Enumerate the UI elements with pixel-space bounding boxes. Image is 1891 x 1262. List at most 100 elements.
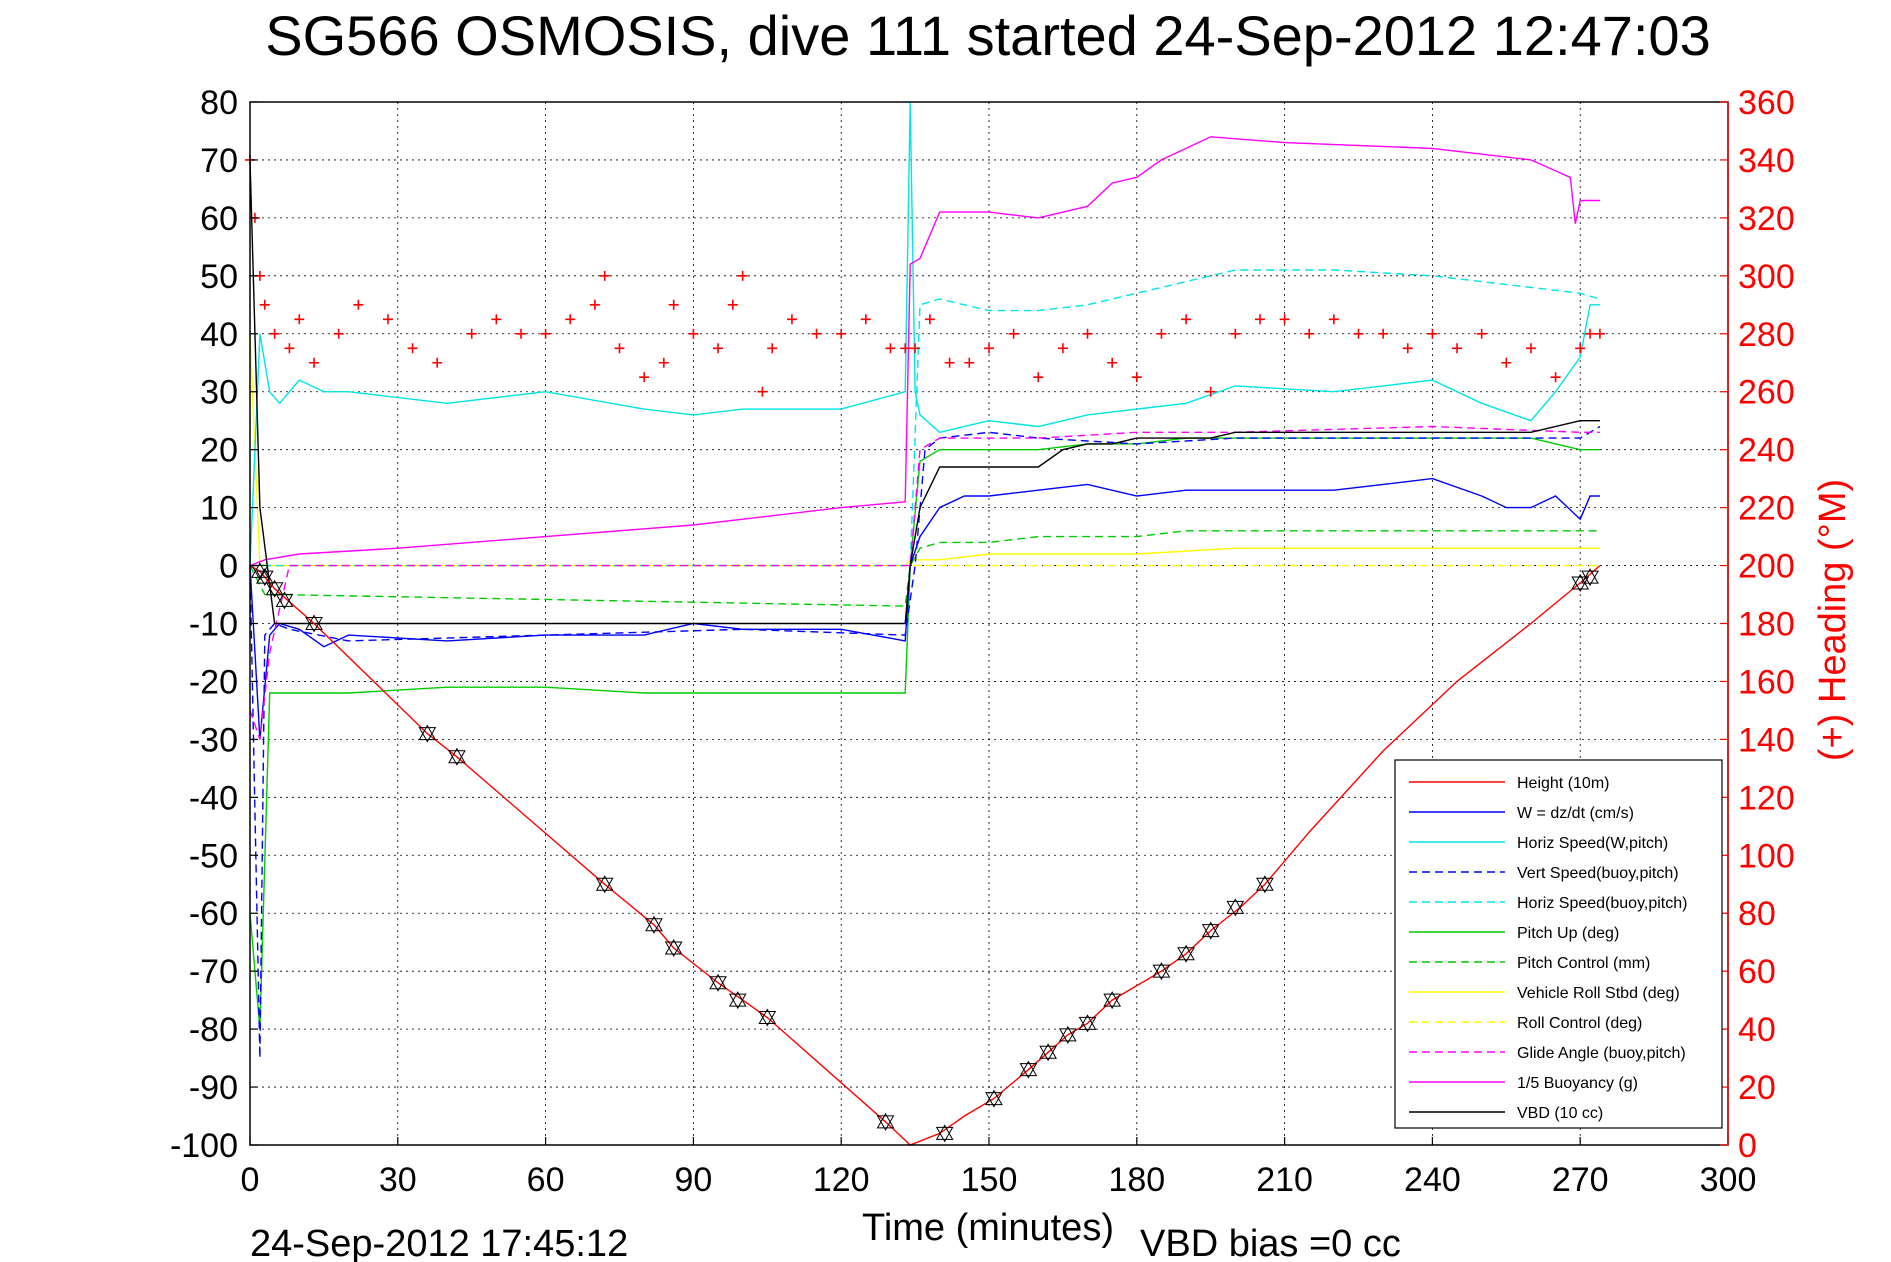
heading-point (382, 314, 393, 325)
x-axis-label: Time (minutes) (862, 1207, 1114, 1249)
turn-marker (876, 1112, 895, 1131)
x-tick-label: 0 (241, 1161, 260, 1199)
heading-point (269, 328, 280, 339)
heading-point (1033, 372, 1044, 383)
heading-point (1476, 328, 1487, 339)
turn-marker (1058, 1025, 1077, 1044)
turn-marker (1201, 921, 1220, 940)
heading-point (614, 343, 625, 354)
legend-label: Vehicle Roll Stbd (deg) (1517, 985, 1680, 1002)
heading-markers (245, 154, 1605, 397)
heading-point (259, 299, 270, 310)
heading-point (713, 343, 724, 354)
right-tick-label: 180 (1738, 606, 1795, 644)
x-tick-label: 270 (1552, 1161, 1609, 1199)
heading-point (1525, 343, 1536, 354)
heading-point (727, 299, 738, 310)
right-tick-label: 320 (1738, 200, 1795, 238)
legend-label: VBD (10 cc) (1517, 1105, 1603, 1122)
series-line-horiz-speed (249, 101, 1600, 566)
heading-point (885, 343, 896, 354)
y-tick-label: 10 (200, 490, 238, 528)
footer-timestamp: 24-Sep-2012 17:45:12 (250, 1223, 628, 1262)
plot-area (245, 101, 1605, 1146)
turn-markers (250, 562, 1599, 1143)
series-line-pitch-control (249, 530, 1600, 607)
heading-point (1254, 314, 1265, 325)
turn-marker (1571, 573, 1590, 592)
right-tick-label: 80 (1738, 895, 1776, 933)
heading-point (668, 299, 679, 310)
right-tick-label: 340 (1738, 142, 1795, 180)
heading-point (491, 314, 502, 325)
series-line-buoyancy (249, 136, 1600, 567)
turn-marker (1152, 962, 1171, 981)
heading-point (658, 357, 669, 368)
x-tick-label: 240 (1404, 1161, 1461, 1199)
legend-label: Glide Angle (buoy,pitch) (1517, 1045, 1686, 1062)
y-tick-label: -10 (189, 606, 238, 644)
heading-point (900, 343, 911, 354)
heading-point (1501, 357, 1512, 368)
right-axis-label: (+) Heading (°M) (1812, 479, 1854, 761)
turn-marker (1581, 568, 1599, 587)
heading-point (767, 343, 778, 354)
heading-point (1131, 372, 1142, 383)
heading-point (1594, 328, 1605, 339)
right-tick-label: 240 (1738, 432, 1795, 470)
heading-point (688, 328, 699, 339)
heading-point (1279, 314, 1290, 325)
right-tick-label: 260 (1738, 374, 1795, 412)
right-tick-label: 0 (1738, 1127, 1757, 1165)
turn-marker (265, 579, 284, 598)
heading-point (1205, 386, 1216, 397)
y-tick-label: 60 (200, 200, 238, 238)
heading-point (565, 314, 576, 325)
y-tick-label: -30 (189, 721, 238, 759)
legend-label: Horiz Speed(buoy,pitch) (1517, 895, 1687, 912)
turn-marker (255, 568, 274, 587)
legend-label: 1/5 Buoyancy (g) (1517, 1075, 1638, 1092)
heading-point (309, 357, 320, 368)
heading-point (1328, 314, 1339, 325)
heading-point (757, 386, 768, 397)
heading-point (1181, 314, 1192, 325)
heading-point (333, 328, 344, 339)
heading-point (1082, 328, 1093, 339)
heading-point (860, 314, 871, 325)
x-tick-label: 300 (1700, 1161, 1757, 1199)
legend-label: W = dz/dt (cm/s) (1517, 805, 1634, 822)
footer-vbd-bias: VBD bias =0 cc (1140, 1223, 1401, 1262)
turn-marker (1256, 875, 1274, 894)
right-tick-label: 40 (1738, 1011, 1776, 1049)
heading-point (407, 343, 418, 354)
heading-point (639, 372, 650, 383)
heading-point (924, 314, 935, 325)
legend-label: Horiz Speed(W,pitch) (1517, 835, 1668, 852)
turn-marker (1226, 898, 1245, 917)
heading-point (1575, 343, 1586, 354)
heading-point (1057, 343, 1068, 354)
x-tick-label: 60 (527, 1161, 565, 1199)
right-tick-label: 220 (1738, 490, 1795, 528)
turn-marker (275, 591, 294, 610)
right-tick-label: 360 (1738, 84, 1795, 122)
heading-point (1402, 343, 1413, 354)
legend-label: Height (10m) (1517, 775, 1609, 792)
turn-marker (645, 915, 663, 934)
heading-point (1156, 328, 1167, 339)
heading-point (1353, 328, 1364, 339)
heading-point (432, 357, 443, 368)
legend-box (1394, 759, 1723, 1129)
x-tick-label: 30 (379, 1161, 417, 1199)
turn-marker (305, 614, 323, 633)
turn-marker (1103, 991, 1122, 1010)
turn-marker (985, 1089, 1003, 1108)
heading-point (1107, 357, 1118, 368)
x-tick-label: 90 (674, 1161, 712, 1199)
series-line-glide-angle (249, 425, 1600, 740)
y-tick-label: 20 (200, 432, 238, 470)
y-tick-label: -50 (189, 837, 238, 875)
heading-point (1452, 343, 1463, 354)
y-tick-label: 0 (219, 548, 238, 586)
